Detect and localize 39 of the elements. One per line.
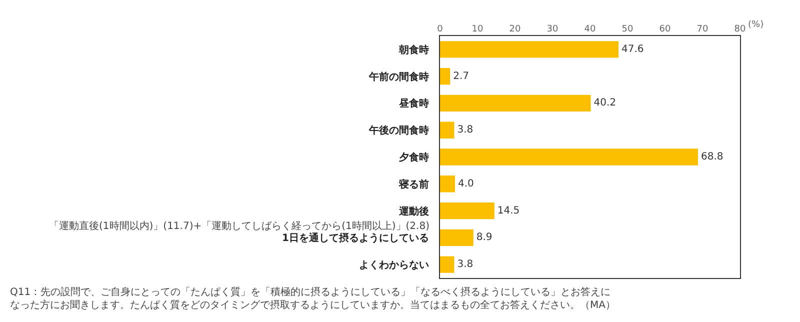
data-label: 68.8 bbox=[701, 152, 724, 162]
x-tick-label: 70 bbox=[696, 24, 708, 34]
y-tick-label: 1日を通して摂るようにしている bbox=[282, 232, 429, 244]
y-tick-label: 寝る前 bbox=[398, 178, 429, 190]
y-tick-label: 朝食時 bbox=[398, 44, 429, 56]
x-tick-label: 40 bbox=[584, 24, 596, 34]
x-axis-title: (%) bbox=[748, 20, 764, 30]
x-tick-label: 0 bbox=[437, 24, 444, 34]
bar bbox=[440, 68, 450, 85]
bar bbox=[440, 176, 455, 192]
x-tick-label: 30 bbox=[546, 24, 558, 34]
y-tick-label: 午前の間食時 bbox=[368, 70, 429, 83]
y-tick-label: 昼食時 bbox=[398, 98, 429, 110]
data-label: 3.8 bbox=[457, 124, 474, 136]
y-tick-label: よくわからない bbox=[359, 260, 429, 272]
bar bbox=[440, 94, 591, 112]
data-label: 2.7 bbox=[453, 70, 470, 82]
text: 「運動直後(1時間以内)」(11.7)+「運動してしばらく経ってから(1時間以上)」(2.8) bbox=[49, 220, 430, 232]
bar bbox=[440, 202, 494, 220]
text: Q11：先の設問で、ご自身にとっての「たんぱく質」を「積極的に摂るようにしている」「なるべく摂るようにしている」とお答えになった方にお聞きします。たんぱく質をどのタイミングで摂取するようにしていますか。当てはまるもの全てお答えください。（MA） bbox=[10, 286, 616, 311]
x-tick-label: 80 bbox=[734, 24, 746, 34]
data-label: 40.2 bbox=[594, 98, 616, 109]
bar bbox=[440, 122, 454, 138]
data-label: 8.9 bbox=[476, 232, 492, 244]
bar bbox=[440, 229, 474, 246]
data-label: 47.6 bbox=[622, 44, 644, 55]
data-label: 3.8 bbox=[457, 259, 474, 270]
bar bbox=[440, 148, 698, 166]
bar bbox=[440, 256, 454, 273]
data-label: 4.0 bbox=[458, 178, 474, 190]
y-tick-label: 午後の間食時 bbox=[368, 124, 429, 137]
x-tick-label: 60 bbox=[659, 24, 671, 34]
y-tick-label: 運動後 bbox=[398, 205, 429, 218]
x-tick-label: 10 bbox=[472, 24, 484, 34]
x-tick-label: 50 bbox=[622, 24, 634, 34]
bar bbox=[440, 41, 618, 58]
data-label: 14.5 bbox=[497, 205, 520, 216]
y-tick-label: 夕食時 bbox=[398, 152, 429, 164]
x-tick-label: 20 bbox=[509, 24, 521, 34]
